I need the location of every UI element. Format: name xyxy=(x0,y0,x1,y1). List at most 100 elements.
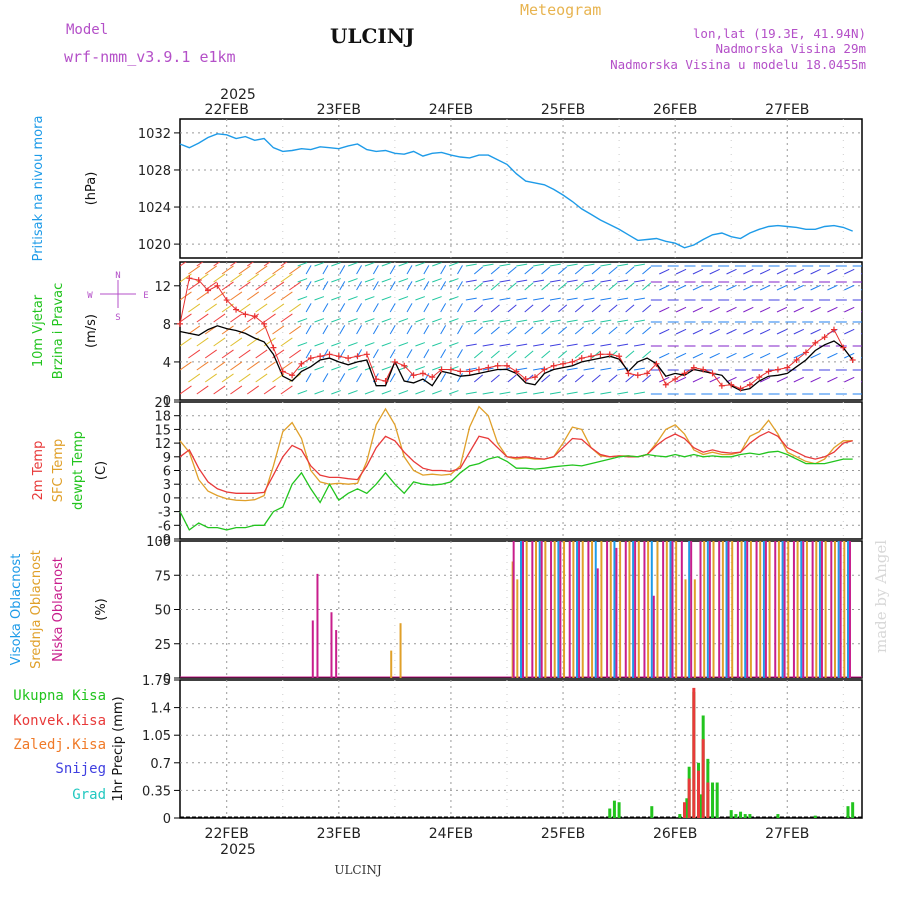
wind-arrow xyxy=(364,296,375,301)
wind-arrow xyxy=(432,278,442,283)
gust-marker xyxy=(616,353,623,360)
wind-arrow xyxy=(759,284,771,291)
day-label: 22FEB xyxy=(205,102,249,118)
day-label: 27FEB xyxy=(765,826,809,842)
precip-bar xyxy=(748,814,752,818)
wind-arrow xyxy=(440,281,447,291)
wind-arrow xyxy=(204,373,217,383)
gust-marker xyxy=(335,353,342,360)
wind-tick-label: 4 xyxy=(163,356,171,371)
wind-arrow xyxy=(314,366,325,371)
footer-station: ULCINJ xyxy=(334,863,382,877)
wind-arrow xyxy=(289,265,302,275)
precip-bar xyxy=(699,794,703,818)
wind-arrow xyxy=(331,296,341,301)
gust-marker xyxy=(569,358,576,365)
wind-arrow xyxy=(524,350,534,359)
wind-arrow xyxy=(221,281,234,291)
wind-arrow xyxy=(625,304,635,313)
wind-arrow xyxy=(591,266,601,275)
cloud-tick-label: 0 xyxy=(163,672,171,687)
wind-arrow xyxy=(448,318,459,323)
wind-arrow xyxy=(230,291,243,301)
wind-arrow xyxy=(372,349,379,359)
station-title: ULCINJ xyxy=(330,24,415,48)
wind-arrow xyxy=(473,374,484,383)
gust-marker xyxy=(541,366,548,373)
wind-arrow xyxy=(743,352,754,359)
panel-pressure: 1020 1024 1028 1032 xyxy=(138,118,863,259)
wind-arrow xyxy=(793,268,804,275)
wind-arrow xyxy=(347,262,358,267)
legend-entry: Zaledj.Kisa xyxy=(13,737,106,753)
wind-arrow xyxy=(364,390,375,395)
wind-arrow xyxy=(398,390,409,395)
day-label: 23FEB xyxy=(317,102,361,118)
wind-arrow xyxy=(709,284,720,291)
wind-arrow xyxy=(482,263,494,267)
wind-arrow xyxy=(280,337,293,347)
gust-marker xyxy=(672,376,679,383)
wind-arrow xyxy=(305,303,312,313)
wind-arrow xyxy=(507,266,517,275)
wind-arrow xyxy=(398,342,409,347)
wind-arrow xyxy=(314,342,325,347)
wind-arrow xyxy=(482,279,494,283)
gust-marker xyxy=(737,385,744,392)
wind-arrow xyxy=(726,328,737,335)
wind-arrow xyxy=(188,325,201,335)
precip-tick-label: 0.7 xyxy=(150,757,171,772)
cloud-tick-label: 25 xyxy=(154,638,171,653)
wind-arrow xyxy=(238,349,251,359)
wind-arrow xyxy=(280,273,293,283)
gust-marker xyxy=(793,357,800,364)
wind-arrow xyxy=(709,306,720,313)
compass-cross xyxy=(100,280,136,308)
wind-arrow xyxy=(213,385,226,395)
day-label: 25FEB xyxy=(541,102,585,118)
wind-arrow xyxy=(507,282,517,291)
gust-marker xyxy=(429,374,436,381)
pressure-ylabel: (hPa) xyxy=(84,172,99,206)
wind-arrow xyxy=(465,263,477,267)
wind-arrow xyxy=(432,342,442,347)
gust-marker xyxy=(233,306,240,313)
wind-arrow xyxy=(726,352,737,359)
wind-arrow xyxy=(507,374,517,383)
wind-arrow xyxy=(608,326,618,335)
cloud-ylabel: (%) xyxy=(94,598,109,621)
precip-tick-label: 0.35 xyxy=(142,784,171,799)
wind-arrow xyxy=(566,263,578,267)
gust-marker xyxy=(326,351,333,358)
wind-arrow xyxy=(759,268,771,275)
temperature-tick-label: 15 xyxy=(154,423,171,438)
precip-bar xyxy=(608,808,612,818)
wind-arrow xyxy=(541,266,551,275)
y-axis-titles: Pritisak na nivou mora (hPa) 10m Vjetar Brz… xyxy=(9,116,149,802)
precip-bar xyxy=(701,739,705,818)
wind-arrow xyxy=(255,373,268,383)
wind-arrow xyxy=(516,391,528,395)
wind-arrow xyxy=(776,352,788,359)
wind-arrow xyxy=(364,342,375,347)
gust-marker xyxy=(606,351,613,358)
wind-arrow xyxy=(659,268,670,275)
wind-arrow xyxy=(347,342,358,347)
gust-marker xyxy=(821,334,828,341)
precip-bar xyxy=(617,802,621,818)
wind-arrow xyxy=(331,366,341,371)
gust-marker xyxy=(494,362,501,369)
gust-marker xyxy=(625,370,632,377)
legend-entry: Snijeg xyxy=(55,761,106,777)
gust-marker xyxy=(774,366,781,373)
day-label: 23FEB xyxy=(317,826,361,842)
wind-arrow xyxy=(322,373,329,383)
gust-marker xyxy=(830,326,837,333)
gust-marker xyxy=(588,353,595,360)
wind-arrow xyxy=(457,281,463,291)
day-label: 27FEB xyxy=(765,102,809,118)
wind-arrow xyxy=(322,303,329,313)
precip-bar xyxy=(813,815,817,818)
precip-bar xyxy=(682,802,686,818)
cloud-ylabel: Srednja Oblacnost xyxy=(29,550,44,669)
